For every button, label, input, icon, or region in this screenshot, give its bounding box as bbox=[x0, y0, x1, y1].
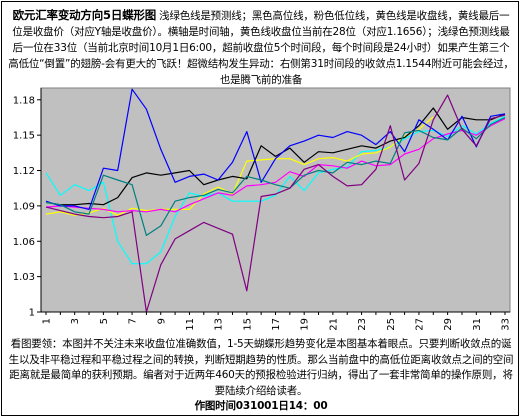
chart-time: 作图时间031001日14：00 bbox=[194, 400, 328, 412]
y-tick-label: 1.03 bbox=[13, 272, 35, 283]
x-tick-label: 5 bbox=[99, 318, 110, 324]
x-tick-label: 21 bbox=[328, 318, 339, 331]
x-tick-label: 13 bbox=[214, 318, 225, 331]
x-tick-label: 29 bbox=[443, 318, 454, 331]
x-tick-label: 7 bbox=[128, 318, 139, 324]
footer-description: 看图要领：本图并不关注未来收盘位准确数值，1-5天蝴蝶形趋势变化是本图基本着眼点… bbox=[8, 338, 514, 397]
y-tick-label: 1.15 bbox=[13, 131, 35, 142]
y-tick-label: 1.12 bbox=[13, 166, 35, 177]
series-line-5 bbox=[45, 88, 506, 210]
chart-footer: 看图要领：本图并不关注未来收盘位准确数值，1-5天蝴蝶形趋势变化是本图基本着眼点… bbox=[6, 337, 516, 415]
series-group bbox=[45, 88, 506, 313]
x-tick-label: 31 bbox=[472, 318, 483, 331]
x-tick-label: 3 bbox=[70, 318, 81, 324]
y-tick-label: 1.09 bbox=[13, 201, 35, 212]
x-tick-label: 33 bbox=[501, 318, 512, 331]
axes: 11.031.061.091.121.151.181 3 5 7 9 11 13 15 17 19… bbox=[13, 88, 512, 331]
x-tick-label: 19 bbox=[300, 318, 311, 331]
chart-title: 欧元汇率变动方向5日蝶形图 bbox=[12, 8, 157, 22]
x-tick-label: 23 bbox=[357, 318, 368, 331]
series-line-7 bbox=[45, 94, 506, 313]
series-line-4 bbox=[45, 107, 506, 206]
x-tick-label: 27 bbox=[414, 318, 425, 331]
series-line-1 bbox=[45, 115, 506, 265]
x-tick-label: 25 bbox=[386, 318, 397, 331]
x-tick-label: 15 bbox=[242, 318, 253, 331]
x-tick-label: 11 bbox=[185, 318, 196, 331]
plot-area bbox=[40, 87, 511, 313]
y-tick-label: 1.18 bbox=[13, 95, 35, 106]
y-tick-label: 1.06 bbox=[13, 237, 35, 248]
plot-background bbox=[40, 87, 511, 313]
y-tick-label: 1 bbox=[29, 308, 35, 319]
x-tick-label: 9 bbox=[156, 318, 167, 324]
header-description: 浅绿色线是预测线；黑色高位线，粉色低位线，黄色线是收盘线，黄线最后一位是收盘价（… bbox=[8, 10, 514, 86]
x-tick-label: 17 bbox=[271, 318, 282, 331]
chart-header: 欧元汇率变动方向5日蝶形图 浅绿色线是预测线；黑色高位线，粉色低位线，黄色线是收… bbox=[8, 7, 514, 88]
x-tick-label: 1 bbox=[42, 318, 53, 324]
series-line-3 bbox=[45, 118, 506, 213]
